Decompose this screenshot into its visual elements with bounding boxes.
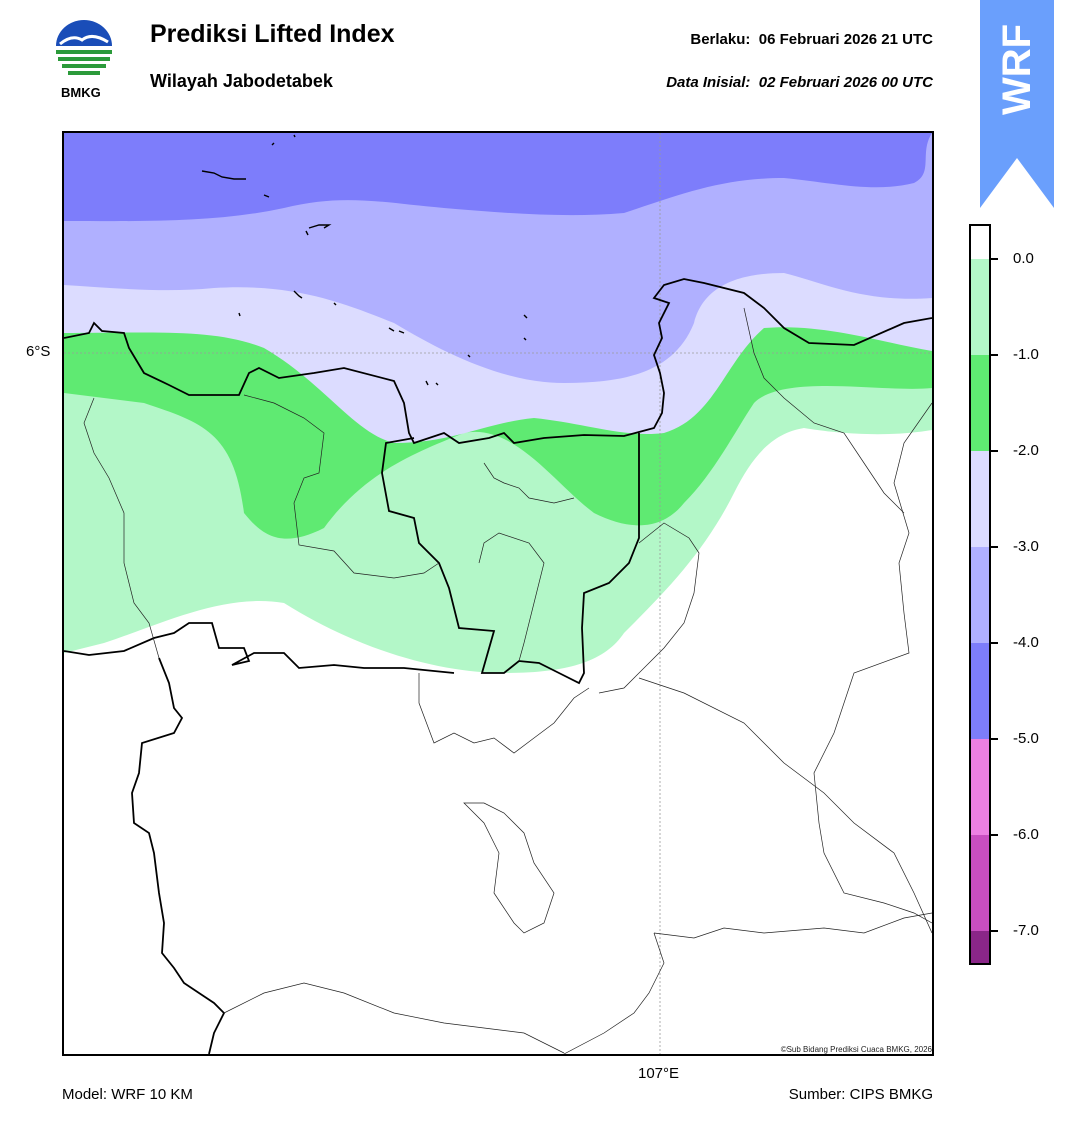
legend-swatch bbox=[971, 547, 989, 643]
valid-time-value: 06 Februari 2026 21 UTC bbox=[758, 31, 933, 48]
lat-label: 6°S bbox=[26, 343, 51, 360]
legend-tick bbox=[991, 258, 998, 260]
islands bbox=[201, 134, 528, 386]
wrf-badge-text: WRF bbox=[995, 24, 1039, 115]
legend-tick bbox=[991, 930, 998, 932]
region-subtitle: Wilayah Jabodetabek bbox=[150, 71, 333, 91]
map-credit: ©Sub Bidang Prediksi Cuaca BMKG, 2026 bbox=[780, 1045, 932, 1054]
legend-tick bbox=[991, 450, 998, 452]
legend-swatch bbox=[971, 835, 989, 931]
legend-swatch bbox=[971, 739, 989, 835]
legend-tick-label: -5.0 bbox=[1013, 730, 1039, 747]
lifted-index-map bbox=[64, 133, 932, 1054]
legend-swatch bbox=[971, 355, 989, 451]
logo-text: BMKG bbox=[61, 85, 101, 100]
band-minus4-to-minus5 bbox=[64, 133, 932, 222]
lon-label: 107°E bbox=[638, 1065, 680, 1082]
legend-tick-label: -6.0 bbox=[1013, 826, 1039, 843]
legend-tick bbox=[991, 546, 998, 548]
source-label: Sumber: CIPS BMKG bbox=[788, 1086, 933, 1103]
coastline bbox=[64, 278, 932, 445]
province-boundary-east bbox=[381, 433, 640, 685]
legend-swatch bbox=[971, 226, 989, 259]
province-boundary-west bbox=[131, 657, 226, 1054]
legend-swatch bbox=[971, 259, 989, 355]
legend-swatch bbox=[971, 931, 989, 963]
legend-tick-label: -3.0 bbox=[1013, 538, 1039, 555]
legend-tick-label: 0.0 bbox=[1013, 250, 1034, 267]
legend-tick bbox=[991, 738, 998, 740]
wrf-badge: WRF bbox=[980, 0, 1054, 208]
legend-swatch bbox=[971, 451, 989, 547]
init-time-value: 02 Februari 2026 00 UTC bbox=[758, 74, 933, 91]
legend-tick bbox=[991, 642, 998, 644]
init-label: Data Inisial: bbox=[666, 74, 751, 91]
init-time: Data Inisial: 02 Februari 2026 00 UTC bbox=[666, 74, 933, 91]
legend-tick bbox=[991, 834, 998, 836]
regency-boundaries bbox=[83, 307, 932, 1054]
legend-tick-label: -2.0 bbox=[1013, 442, 1039, 459]
valid-label: Berlaku: bbox=[690, 31, 751, 48]
page-title: Prediksi Lifted Index bbox=[150, 20, 395, 48]
colorbar bbox=[969, 224, 991, 965]
legend-tick-label: -4.0 bbox=[1013, 634, 1039, 651]
valid-time: Berlaku: 06 Februari 2026 21 UTC bbox=[690, 31, 933, 48]
province-boundary-south bbox=[64, 622, 455, 674]
legend-swatch bbox=[971, 643, 989, 739]
map-panel bbox=[62, 131, 934, 1056]
legend-tick-label: -1.0 bbox=[1013, 346, 1039, 363]
legend-tick-label: -7.0 bbox=[1013, 922, 1039, 939]
bmkg-logo-icon bbox=[56, 20, 112, 75]
legend-tick bbox=[991, 354, 998, 356]
model-label: Model: WRF 10 KM bbox=[62, 1086, 193, 1103]
